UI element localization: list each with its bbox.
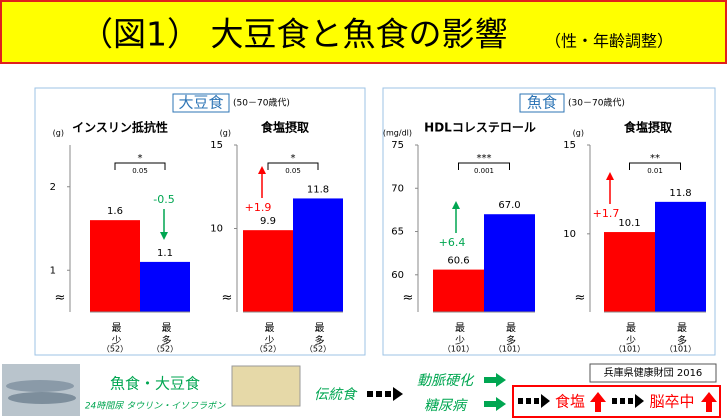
y-tick-label: 2 xyxy=(50,182,56,193)
significance-p: 0.01 xyxy=(647,167,663,175)
unit-label: (g) xyxy=(573,129,584,138)
significance-stars: ** xyxy=(650,153,660,164)
footer-markers: 24時間尿 タウリン・イソフラボン xyxy=(85,401,226,412)
value-label: 1.1 xyxy=(157,248,173,259)
subtitle: （性・年齢調整） xyxy=(545,32,673,51)
chart-title: HDLコレステロール xyxy=(424,121,536,135)
footer-stroke: 脳卒中 xyxy=(649,393,694,411)
panel-age: (30－70歳代) xyxy=(568,97,625,109)
change-label: +6.4 xyxy=(439,236,466,249)
panel-label: 大豆食 xyxy=(178,94,223,112)
bar xyxy=(484,214,535,312)
panel-label: 魚食 xyxy=(527,94,557,112)
bar xyxy=(293,198,343,312)
soy-image xyxy=(232,366,300,406)
value-label: 11.8 xyxy=(307,184,329,195)
bar xyxy=(140,262,190,312)
value-label: 10.1 xyxy=(618,218,640,229)
y-tick-label: 1 xyxy=(50,265,56,276)
axis-break: ≈ xyxy=(55,291,66,306)
value-label: 60.6 xyxy=(447,256,469,267)
bar xyxy=(433,270,484,312)
sample-size: （52） xyxy=(152,345,178,354)
significance-p: 0.05 xyxy=(132,167,148,175)
panel-age: (50－70歳代) xyxy=(233,97,290,109)
sample-size: （52） xyxy=(305,345,331,354)
change-label: -0.5 xyxy=(153,193,174,206)
source: 兵庫県健康財団 2016 xyxy=(604,366,703,379)
bar xyxy=(90,220,140,312)
chart-title: 食塩摂取 xyxy=(623,120,672,135)
bar xyxy=(604,232,655,312)
chart-title: インスリン抵抗性 xyxy=(72,120,168,135)
sample-size: （101） xyxy=(614,345,645,354)
footer-disease: 動脈硬化 xyxy=(417,373,475,389)
footer-salt: 食塩 xyxy=(555,393,585,411)
y-tick-label: 60 xyxy=(391,270,404,281)
y-tick-label: 15 xyxy=(563,140,576,151)
footer-disease: 糖尿病 xyxy=(424,398,468,414)
significance-stars: * xyxy=(291,153,296,164)
title: （図1） 大豆食と魚食の影響 xyxy=(80,15,508,54)
significance-p: 0.001 xyxy=(474,167,494,175)
significance-p: 0.05 xyxy=(285,167,301,175)
axis-break: ≈ xyxy=(575,291,586,306)
footer-food: 魚食・大豆食 xyxy=(110,375,200,393)
y-tick-label: 70 xyxy=(391,183,404,194)
y-tick-label: 15 xyxy=(210,140,223,151)
value-label: 9.9 xyxy=(260,216,276,227)
sample-size: （101） xyxy=(443,345,474,354)
sample-size: （52） xyxy=(102,345,128,354)
chart-title: 食塩摂取 xyxy=(260,120,309,135)
sample-size: （52） xyxy=(255,345,281,354)
value-label: 11.8 xyxy=(669,188,691,199)
unit-label: (g) xyxy=(53,129,64,138)
axis-break: ≈ xyxy=(403,291,414,306)
y-tick-label: 10 xyxy=(563,229,576,240)
bar xyxy=(243,230,293,312)
y-tick-label: 65 xyxy=(391,227,404,238)
footer-traditional: 伝統食 xyxy=(314,387,358,403)
value-label: 1.6 xyxy=(107,206,123,217)
change-label: +1.7 xyxy=(593,207,620,220)
significance-stars: *** xyxy=(477,153,492,164)
y-tick-label: 10 xyxy=(210,224,223,235)
unit-label: (mg/dl) xyxy=(383,129,412,138)
unit-label: (g) xyxy=(220,129,231,138)
significance-stars: * xyxy=(138,153,143,164)
bar xyxy=(655,202,706,312)
slide: （図1） 大豆食と魚食の影響 （性・年齢調整） 大豆食 (50－70歳代) 魚食… xyxy=(0,0,727,419)
fish-shape xyxy=(6,380,74,392)
axis-break: ≈ xyxy=(222,291,233,306)
sample-size: （101） xyxy=(665,345,696,354)
change-label: +1.9 xyxy=(245,201,272,214)
sample-size: （101） xyxy=(494,345,525,354)
fish-shape xyxy=(8,392,76,404)
y-tick-label: 75 xyxy=(391,140,404,151)
value-label: 67.0 xyxy=(498,200,520,211)
